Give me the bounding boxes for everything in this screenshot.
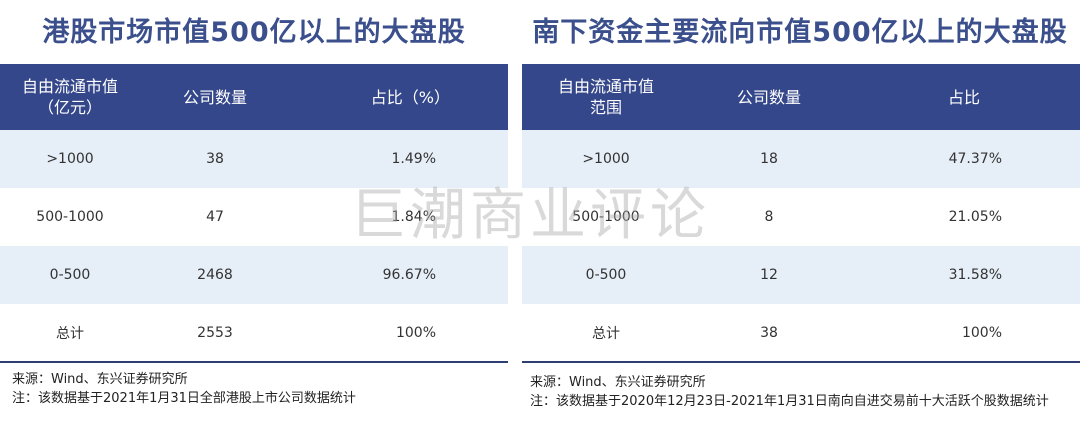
table-cell: 12	[760, 267, 778, 283]
table-row: 总计 2553 100%	[0, 304, 508, 362]
table-cell: 2553	[197, 324, 233, 341]
left-header-count: 公司数量	[182, 87, 247, 107]
table-cell: 0-500	[585, 267, 627, 283]
table-cell: 31.58%	[948, 267, 1002, 283]
right-table: 自由流通市值 范围 公司数量 占比 >1000 18 47.37% 500-10…	[522, 64, 1080, 363]
table-cell: 0-500	[49, 267, 91, 283]
table-cell: 1.84%	[391, 209, 436, 225]
table-cell: 8	[764, 209, 774, 225]
table-cell: 47.37%	[948, 151, 1002, 167]
right-header-count: 公司数量	[736, 87, 801, 107]
table-cell: 1.49%	[391, 151, 436, 167]
left-title: 港股市场市值500亿以上的大盘股	[42, 17, 466, 48]
table-cell: 38	[760, 324, 778, 341]
left-source: 来源：Wind、东兴证券研究所	[12, 372, 188, 387]
table-row: 总计 38 100%	[522, 304, 1080, 362]
table-cell: 38	[206, 151, 224, 167]
left-header-ratio: 占比（%）	[370, 87, 450, 107]
right-header-cap: 自由流通市值 范围	[557, 77, 654, 117]
table-cell: >1000	[582, 151, 630, 167]
left-note: 注：该数据基于2021年1月31日全部港股上市公司数据统计	[12, 391, 356, 406]
table-cell: 500-1000	[36, 209, 104, 225]
table-cell: >1000	[46, 151, 94, 167]
right-source: 来源：Wind、东兴证券研究所	[530, 375, 706, 390]
table-cell: 18	[760, 151, 778, 167]
table-row: 500-1000 47 1.84%	[0, 188, 508, 246]
table-cell: 总计	[592, 325, 620, 342]
right-note: 注：该数据基于2020年12月23日-2021年1月31日南向自进交易前十大活跃…	[530, 394, 1049, 409]
table-cell: 100%	[395, 324, 436, 341]
table-row: 500-1000 8 21.05%	[522, 188, 1080, 246]
table-row: >1000 18 47.37%	[522, 130, 1080, 188]
left-table-header: 自由流通市值 （亿元） 公司数量 占比（%）	[0, 64, 508, 130]
table-cell: 21.05%	[948, 209, 1002, 225]
right-table-header: 自由流通市值 范围 公司数量 占比	[522, 64, 1080, 130]
table-row: >1000 38 1.49%	[0, 130, 508, 188]
table-row: 0-500 2468 96.67%	[0, 246, 508, 304]
left-table: 自由流通市值 （亿元） 公司数量 占比（%） >1000 38 1.49% 50…	[0, 64, 508, 363]
table-cell: 500-1000	[572, 209, 640, 225]
table-cell: 2468	[197, 267, 233, 283]
table-cell: 总计	[56, 325, 84, 342]
right-title: 南下资金主要流向市值500亿以上的大盘股	[532, 17, 1068, 48]
left-notes: 来源：Wind、东兴证券研究所 注：该数据基于2021年1月31日全部港股上市公…	[12, 370, 356, 408]
table-cell: 96.67%	[382, 267, 436, 283]
table-cell: 100%	[961, 324, 1002, 341]
right-notes: 来源：Wind、东兴证券研究所 注：该数据基于2020年12月23日-2021年…	[530, 373, 1076, 411]
right-header-ratio: 占比	[947, 87, 980, 107]
table-row: 0-500 12 31.58%	[522, 246, 1080, 304]
table-cell: 47	[206, 209, 224, 225]
left-header-cap: 自由流通市值 （亿元）	[21, 77, 118, 117]
